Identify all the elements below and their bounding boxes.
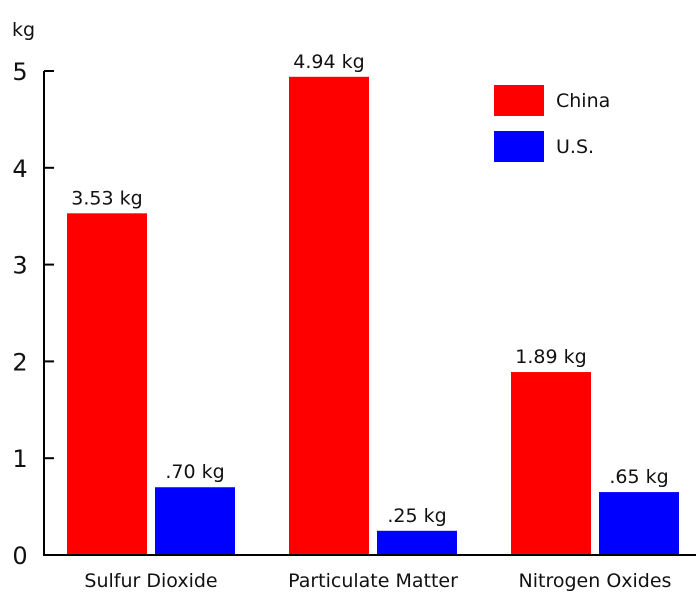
y-tick-label-3: 3 — [12, 252, 27, 280]
y-tick-label-1: 1 — [12, 445, 27, 473]
data-label-u-s--sulfur-dioxide: .70 kg — [165, 461, 224, 483]
category-label-nitrogen-oxides: Nitrogen Oxides — [519, 570, 672, 592]
y-tick-label-4: 4 — [12, 155, 27, 183]
legend-swatch-china — [494, 85, 544, 116]
bar-u-s--particulate-matter — [377, 530, 457, 555]
data-label-u-s--particulate-matter: .25 kg — [387, 505, 446, 527]
data-label-china-particulate-matter: 4.94 kg — [293, 51, 364, 73]
y-tick-label-0: 0 — [12, 542, 27, 570]
category-label-particulate-matter: Particulate Matter — [288, 570, 458, 592]
legend: China U.S. — [494, 85, 610, 162]
bar-china-nitrogen-oxides — [511, 372, 591, 555]
data-label-u-s--nitrogen-oxides: .65 kg — [609, 466, 668, 488]
legend-label-u-s-: U.S. — [556, 136, 594, 158]
data-label-china-nitrogen-oxides: 1.89 kg — [515, 346, 586, 368]
y-axis-unit-label: kg — [12, 19, 35, 41]
y-tick-label-2: 2 — [12, 348, 27, 376]
category-label-sulfur-dioxide: Sulfur Dioxide — [84, 570, 217, 592]
y-axis-ticks: 0 1 2 3 4 5 — [12, 58, 54, 570]
bar-u-s--sulfur-dioxide — [155, 487, 235, 555]
category-labels: Sulfur Dioxide Particulate Matter Nitrogen… — [84, 570, 671, 592]
data-labels: 3.53 kg .70 kg 4.94 kg .25 kg 1.89 kg .65 kg — [71, 51, 668, 527]
legend-swatch-u-s- — [494, 131, 544, 162]
bar-china-particulate-matter — [289, 76, 369, 556]
y-tick-label-5: 5 — [12, 58, 27, 86]
data-label-china-sulfur-dioxide: 3.53 kg — [71, 187, 142, 209]
legend-label-china: China — [556, 90, 610, 112]
bars — [67, 76, 679, 556]
bar-china-sulfur-dioxide — [67, 213, 147, 555]
bar-u-s--nitrogen-oxides — [599, 492, 679, 555]
